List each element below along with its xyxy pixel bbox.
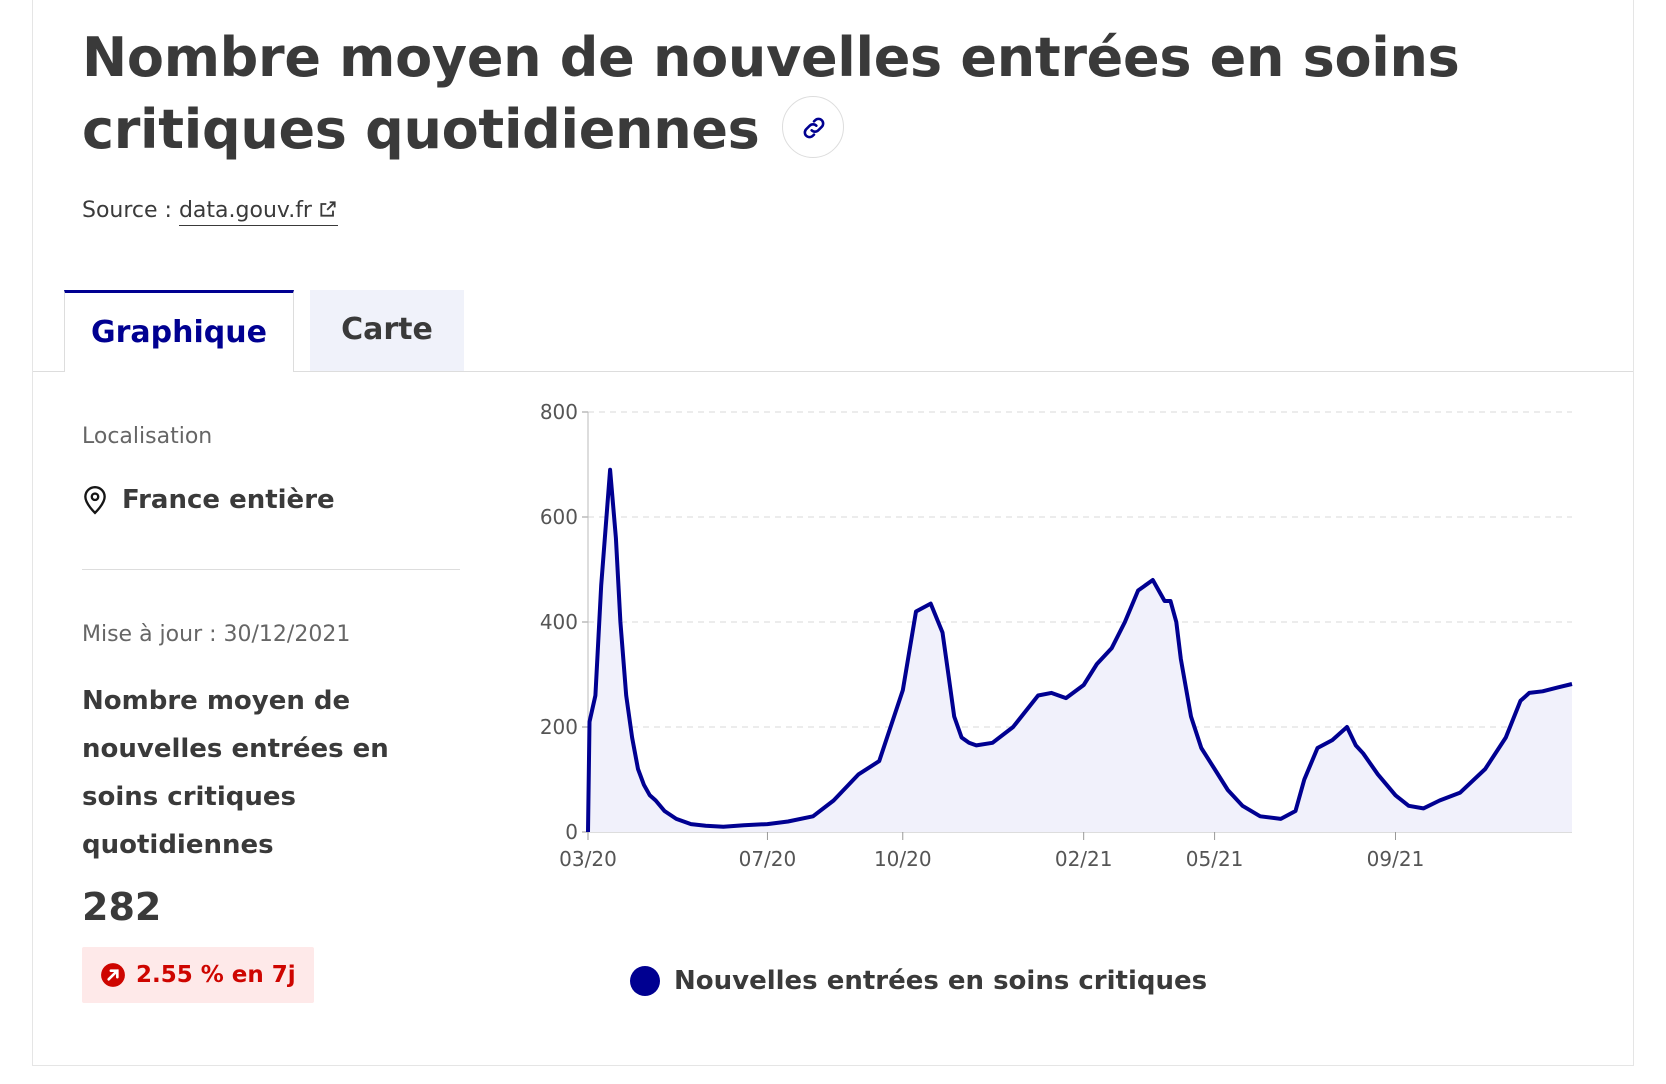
y-tick-label: 800 bbox=[540, 400, 578, 424]
x-tick-label: 03/20 bbox=[559, 847, 617, 871]
tab-carte[interactable]: Carte bbox=[310, 290, 464, 372]
y-tick-label: 600 bbox=[540, 505, 578, 529]
source-line: Source : data.gouv.fr bbox=[82, 198, 338, 226]
link-icon bbox=[803, 117, 824, 139]
location-value: France entière bbox=[122, 485, 335, 515]
y-tick-label: 0 bbox=[565, 820, 578, 844]
kpi-value: 282 bbox=[82, 885, 162, 929]
sidebar-divider bbox=[82, 569, 460, 570]
copy-link-button[interactable] bbox=[781, 96, 844, 159]
location-selector[interactable]: France entière bbox=[82, 485, 460, 515]
y-tick-label: 200 bbox=[540, 715, 578, 739]
trend-text: 2.55 % en 7j bbox=[136, 962, 296, 988]
tab-divider bbox=[33, 371, 1633, 372]
location-label: Localisation bbox=[82, 424, 213, 449]
x-tick-label: 02/21 bbox=[1055, 847, 1113, 871]
arrow-up-right-icon bbox=[101, 963, 125, 987]
source-link[interactable]: data.gouv.fr bbox=[178, 198, 338, 226]
kpi-title: Nombre moyen de nouvelles entrées en soi… bbox=[82, 686, 389, 860]
trend-badge: 2.55 % en 7j bbox=[82, 947, 314, 1003]
source-label: Source : bbox=[82, 198, 172, 223]
chart-card bbox=[32, 0, 1634, 1066]
x-tick-label: 10/20 bbox=[874, 847, 932, 871]
series-line bbox=[586, 467, 1573, 833]
legend-marker bbox=[630, 966, 660, 996]
x-tick-label: 09/21 bbox=[1367, 847, 1425, 871]
series-area bbox=[588, 469, 1572, 832]
x-tick-label: 07/20 bbox=[739, 847, 797, 871]
legend-label: Nouvelles entrées en soins critiques bbox=[674, 966, 1208, 996]
update-date: Mise à jour : 30/12/2021 bbox=[82, 622, 351, 647]
location-pin-icon bbox=[84, 485, 106, 515]
external-link-icon bbox=[320, 201, 336, 217]
y-tick-label: 400 bbox=[540, 610, 578, 634]
line-chart: 0 200 400 600 800 03/20 07/20 10/20 02/21 05/21 09… bbox=[540, 400, 1573, 871]
chart-legend: Nouvelles entrées en soins critiques bbox=[630, 966, 1207, 996]
page-title: Nombre moyen de nouvelles entrées en soi… bbox=[82, 26, 1460, 161]
x-tick-label: 05/21 bbox=[1186, 847, 1244, 871]
tab-graphique[interactable]: Graphique bbox=[64, 290, 294, 372]
sidebar: Localisation France entière Mise à jour … bbox=[82, 424, 460, 1003]
